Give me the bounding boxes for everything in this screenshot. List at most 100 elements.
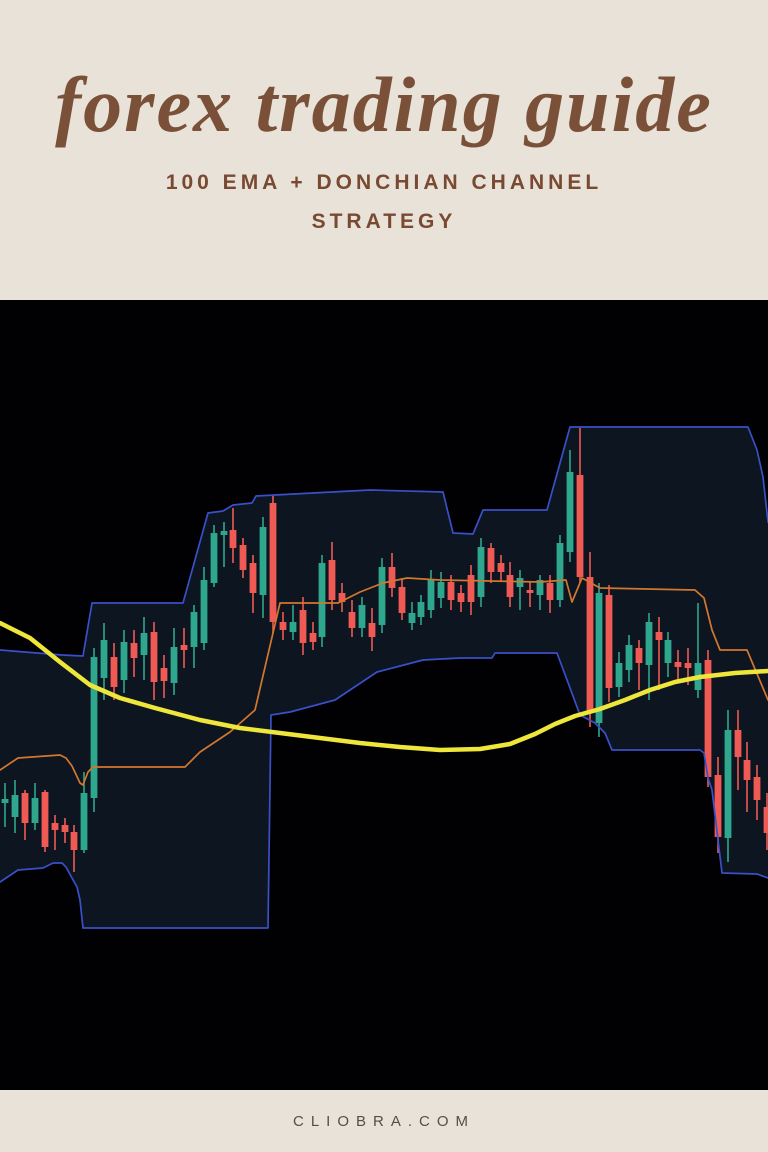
candle-body [200,580,208,643]
candle-bearish [21,790,29,840]
candle-bullish [615,652,623,697]
candle-body [51,823,59,830]
candle-bearish [279,612,287,640]
candle-bullish [289,605,297,640]
candle-bullish [170,628,178,695]
candle-bullish [259,517,267,618]
candle-body [595,593,603,723]
header: forex trading guide 100 EMA + DONCHIAN C… [0,0,768,300]
candle-body [309,633,317,642]
candle-bearish [497,555,505,582]
candle-body [378,567,386,625]
candle-body [269,503,277,622]
candle-bearish [299,597,307,655]
candle-body [80,793,88,850]
candle-bearish [110,643,118,700]
candle-body [467,575,475,602]
ema-100-line [0,620,768,753]
candle-bearish [753,765,761,820]
candle-body [526,590,534,593]
candle-body [239,545,247,570]
candle-body [110,657,118,687]
candle-bearish [398,578,406,620]
candle-bearish [743,742,751,812]
candle-body [61,825,69,832]
candle-bullish [437,572,445,608]
candle-body [655,632,663,640]
candle-bearish [586,552,594,727]
candle-body [417,602,425,617]
candle-body [120,642,128,680]
candle-bullish [556,535,564,607]
candle-body [516,578,524,587]
candle-body [130,643,138,658]
candle-bearish [457,585,465,612]
candles-layer [1,428,768,872]
candle-body [170,647,178,683]
candle-bearish [150,622,158,700]
candle-bearish [229,508,237,563]
candle-bullish [11,780,19,833]
candle-body [625,645,633,670]
donchian-channel-fill [0,427,768,928]
candle-bullish [1,783,9,827]
candle-body [31,798,39,823]
candle-body [734,730,742,757]
candle-bearish [269,496,277,633]
candle-bullish [645,613,653,700]
candle-bullish [90,648,98,812]
candle-bearish [130,630,138,677]
candle-body [605,595,613,688]
candle-body [497,563,505,572]
donchian-lower-band-line [0,652,768,929]
candle-bearish [506,562,514,607]
candle-bullish [140,617,148,680]
donchian-middle-band-line [0,577,768,786]
candle-bearish [704,650,712,787]
candle-body [90,657,98,798]
candle-bullish [358,597,366,637]
candle-body [753,777,761,800]
candle-body [684,663,692,668]
candle-bearish [328,542,336,610]
subtitle-line-2: STRATEGY [311,209,457,233]
candle-body [645,622,653,665]
candle-bullish [100,623,108,700]
candle-body [348,612,356,628]
footer: CLIOBRA.COM [0,1090,768,1152]
candle-bearish [348,600,356,637]
candle-bullish [664,632,672,677]
candle-body [190,612,198,647]
candle-bearish [605,585,613,702]
candle-bullish [516,570,524,610]
candle-body [279,622,287,630]
price-chart [0,300,768,1090]
candle-bearish [160,655,168,698]
candle-body [566,472,574,552]
candle-body [398,587,406,613]
candle-bullish [408,602,416,630]
candle-body [664,640,672,663]
candle-bearish [70,825,78,872]
candle-bullish [220,522,228,567]
subtitle: 100 EMA + DONCHIAN CHANNEL STRATEGY [166,164,602,242]
candle-bearish [635,640,643,690]
candle-body [358,605,366,628]
candle-bearish [180,628,188,668]
candle-bullish [318,555,326,647]
page-title: forex trading guide [55,61,713,149]
candle-bearish [467,565,475,615]
candle-body [210,533,218,583]
candle-body [674,662,682,667]
candle-body [408,613,416,623]
candle-bearish [576,428,584,583]
candle-bearish [526,582,534,607]
candle-body [140,633,148,655]
candle-body [546,583,554,600]
candle-body [150,632,158,682]
candle-bullish [31,783,39,830]
candle-body [289,622,297,632]
candle-body [437,582,445,598]
candle-bearish [41,790,49,852]
candle-body [70,832,78,850]
